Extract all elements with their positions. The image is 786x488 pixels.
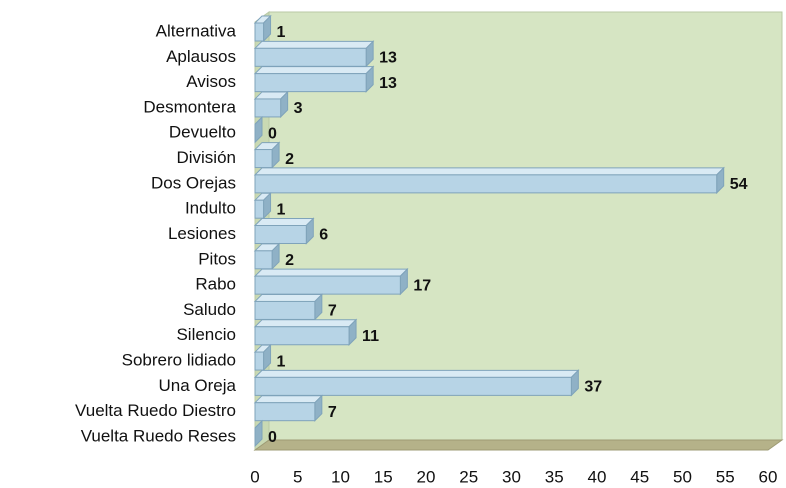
bar	[253, 242, 281, 271]
bar-face	[254, 402, 316, 422]
value-label: 2	[285, 151, 294, 168]
value-label: 1	[277, 24, 286, 41]
bar-face	[254, 351, 265, 371]
bar	[253, 166, 725, 195]
y-tick-label: Avisos	[186, 72, 236, 91]
bar	[253, 191, 272, 220]
bar-face	[253, 293, 324, 302]
floor	[253, 439, 784, 451]
bar	[254, 419, 263, 448]
y-tick-label: Alternativa	[156, 21, 237, 40]
y-tick-label: Silencio	[176, 325, 236, 344]
y-tick-label: Vuelta Ruedo Reses	[81, 426, 236, 445]
value-label: 1	[277, 201, 286, 218]
bar-face	[254, 419, 263, 448]
bar	[253, 14, 272, 43]
bar-face	[254, 275, 401, 295]
bar-face	[254, 73, 367, 93]
x-tick-label: 15	[374, 467, 393, 486]
value-label: 6	[319, 227, 328, 244]
bar-face	[253, 66, 375, 75]
value-label: 13	[379, 75, 397, 92]
x-tick-label: 25	[459, 467, 478, 486]
y-tick-label: Rabo	[195, 275, 236, 294]
bar-face	[254, 149, 273, 169]
y-tick-label: Desmontera	[143, 97, 236, 116]
y-tick-label: Lesiones	[168, 224, 236, 243]
bar	[253, 293, 324, 321]
bar	[253, 65, 375, 93]
bar	[253, 90, 289, 119]
value-label: 0	[268, 125, 277, 142]
value-label: 11	[362, 328, 379, 345]
y-tick-label: Una Oreja	[159, 376, 237, 395]
value-label: 7	[328, 303, 337, 320]
bar-face	[253, 40, 375, 49]
x-tick-label: 50	[673, 467, 692, 486]
bar-face	[254, 116, 263, 144]
value-label: 0	[268, 429, 277, 446]
x-tick-label: 35	[545, 467, 564, 486]
bar-face	[254, 376, 572, 396]
bar-face	[254, 225, 307, 244]
bar-face	[254, 174, 718, 194]
bar-face	[253, 167, 725, 176]
x-tick-label: 20	[417, 467, 436, 486]
y-tick-label: Vuelta Ruedo Diestro	[75, 401, 236, 420]
x-tick-label: 10	[331, 467, 350, 486]
x-tick-label: 60	[759, 467, 778, 486]
value-label: 1	[277, 353, 286, 370]
bar	[253, 318, 358, 346]
value-label: 17	[413, 277, 431, 294]
bar	[253, 394, 324, 422]
bar-face	[254, 47, 367, 67]
bar-face	[254, 326, 350, 346]
bar	[253, 141, 281, 169]
x-tick-label: 5	[293, 467, 302, 486]
x-tick-label: 30	[502, 467, 521, 486]
y-tick-label: Dos Orejas	[151, 173, 236, 192]
bar-face	[254, 22, 265, 42]
bar	[253, 343, 272, 372]
bar-face	[254, 98, 282, 118]
x-tick-label: 55	[716, 467, 735, 486]
y-tick-label: Sobrero lidiado	[122, 351, 236, 370]
value-label: 13	[379, 50, 397, 67]
bar	[253, 369, 580, 397]
bar-face	[253, 218, 315, 226]
bar	[253, 217, 315, 245]
bar-face	[254, 250, 273, 270]
value-label: 54	[730, 176, 748, 193]
bar-face	[253, 395, 324, 404]
value-label: 2	[285, 252, 294, 269]
x-tick-label: 40	[588, 467, 607, 486]
bar	[254, 116, 263, 144]
x-tick-label: 0	[250, 467, 259, 486]
value-label: 3	[294, 100, 303, 117]
bar-face	[254, 199, 265, 219]
bar-face	[254, 300, 316, 320]
y-tick-label: Aplausos	[166, 47, 236, 66]
bar-face	[253, 319, 358, 328]
y-tick-label: Indulto	[185, 199, 236, 218]
value-label: 7	[328, 404, 337, 421]
y-tick-label: Devuelto	[169, 123, 236, 142]
bar-face	[253, 369, 580, 378]
y-tick-label: División	[176, 148, 236, 167]
y-tick-label: Saludo	[183, 300, 236, 319]
bar	[253, 267, 409, 296]
bar	[253, 40, 375, 68]
x-tick-label: 45	[630, 467, 649, 486]
y-tick-label: Pitos	[198, 249, 236, 268]
value-label: 37	[584, 379, 602, 396]
bar-face	[253, 268, 409, 277]
